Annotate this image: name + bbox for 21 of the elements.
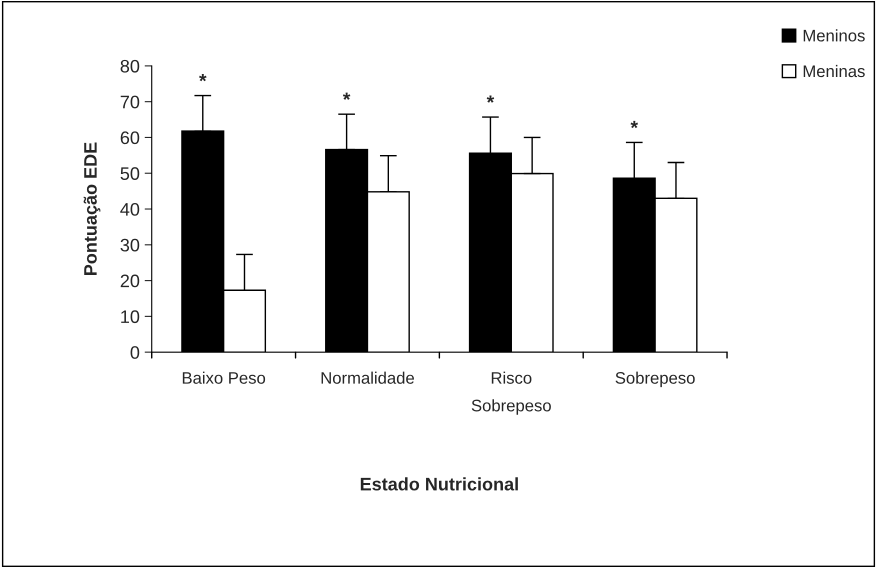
y-tick-label: 30 <box>120 238 140 252</box>
x-tick-label: Risco Sobrepeso <box>472 372 551 415</box>
y-tick-label: 70 <box>120 96 140 108</box>
annotation: * <box>342 92 350 100</box>
y-tick-label: 80 <box>120 60 140 73</box>
x-tick-label: Sobrepeso <box>616 372 695 388</box>
x-tick-label: Normalidade <box>322 372 414 384</box>
y-tick-label: 60 <box>120 131 140 144</box>
y-axis-title: Pontuação EDE <box>84 142 100 276</box>
legend-label: Meninos <box>804 29 865 42</box>
y-tick-label: 20 <box>120 274 140 288</box>
annotation: * <box>199 74 207 82</box>
y-tick-label: 10 <box>121 310 140 324</box>
annotation: * <box>630 120 638 128</box>
legend-label: Meninas <box>804 64 865 78</box>
y-tick-label: 0 <box>130 346 140 359</box>
y-tick-label: 50 <box>120 167 140 180</box>
y-tick-label: 40 <box>120 202 140 216</box>
x-tick-label: Baixo Peso <box>182 372 266 384</box>
x-axis-title: Estado Nutricional <box>360 477 518 491</box>
annotation: * <box>486 95 494 103</box>
